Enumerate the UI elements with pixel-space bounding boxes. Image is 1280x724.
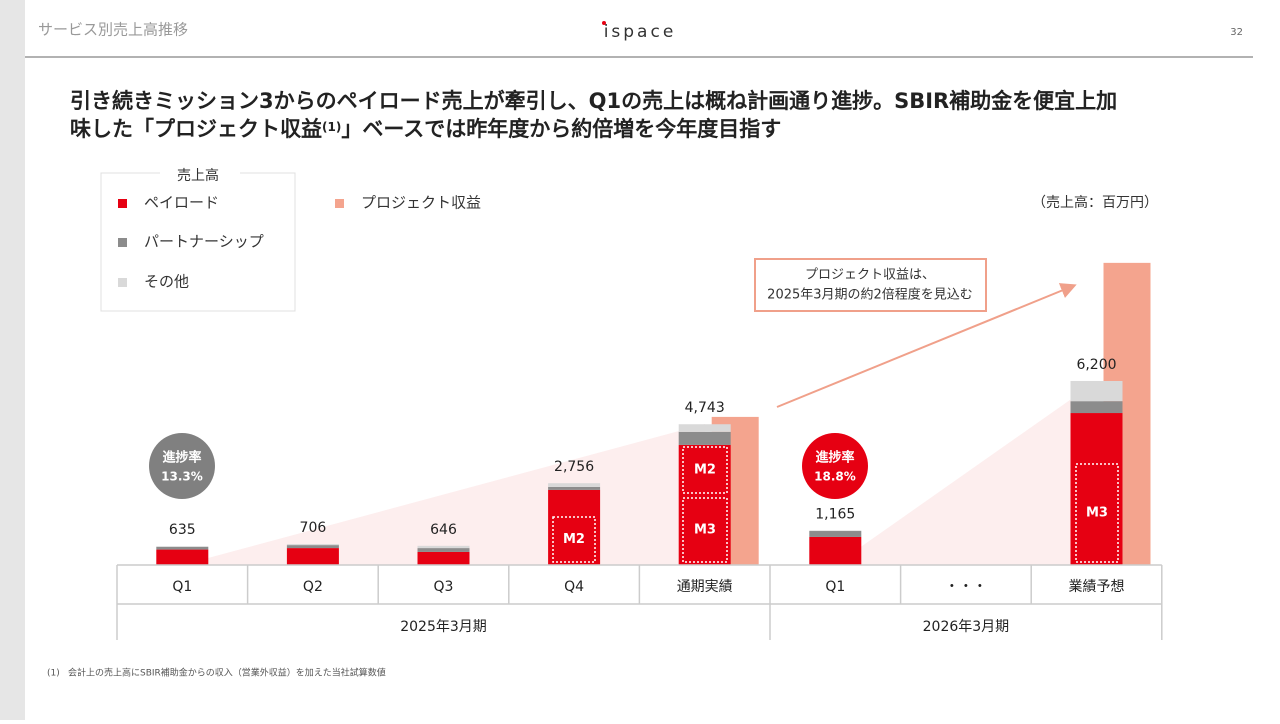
header-title: サービス別売上高推移 (38, 21, 188, 39)
legend-label: パートナーシップ (144, 233, 264, 251)
mission-label: M2 (694, 463, 716, 478)
note-mark: (1) (322, 120, 341, 134)
callout-text: プロジェクト収益は、 (805, 268, 935, 283)
legend-swatch (118, 238, 127, 247)
progress-title: 進捗率 (162, 450, 201, 466)
footnote-mark: (1) (47, 669, 60, 679)
bar-segment (548, 483, 601, 487)
page-number: 32 (1230, 27, 1243, 38)
x-tick-label: Q1 (172, 579, 192, 595)
bar-segment (156, 546, 209, 550)
headline: 味した「プロジェクト収益(1)」ベースでは昨年度から約倍増を今年度目指す (70, 117, 781, 141)
growth-arrow (776, 283, 1077, 408)
total-label: 1,165 (815, 506, 855, 522)
bar-segment (678, 444, 731, 565)
progress-value: 18.8% (814, 470, 856, 484)
bar-segment (548, 489, 601, 565)
progress-title: 進捗率 (815, 450, 854, 466)
logo: ispace (604, 22, 677, 42)
progress-bubble (802, 433, 868, 499)
legend-title-bg (160, 166, 240, 182)
headline-part: 味した「プロジェクト収益 (70, 117, 322, 141)
x-tick-label: Q4 (564, 579, 584, 595)
mission-box (552, 516, 596, 563)
mission-box (682, 446, 728, 494)
total-label: 635 (169, 522, 196, 538)
progress-bubble (149, 433, 215, 499)
bar-segment (809, 530, 862, 532)
bar-segment (417, 551, 470, 565)
x-tick-label: Q2 (303, 579, 323, 595)
bar-segment (156, 549, 209, 565)
legend-label: その他 (144, 273, 189, 291)
bar-segment (417, 545, 470, 549)
x-tick-label: Q1 (825, 579, 845, 595)
headline-part: 」ベースでは昨年度から約倍増を今年度目指す (341, 117, 781, 141)
callout-text: 2025年3月期の約2倍程度を見込む (767, 287, 973, 303)
bar-segment (548, 486, 601, 490)
mission-box (1075, 463, 1119, 563)
mission-label: M3 (1086, 506, 1108, 521)
x-tick-label: 通期実績 (677, 579, 733, 595)
total-label: 6,200 (1076, 357, 1116, 373)
total-label: 2,756 (554, 459, 594, 475)
legend-swatch (118, 278, 127, 287)
bar-segment (286, 548, 339, 565)
mission-label: M3 (694, 523, 716, 538)
headline: 引き続きミッション3からのペイロード売上が牽引し、Q1の売上は概ね計画通り進捗。… (70, 89, 1117, 113)
mission-label: M2 (563, 532, 585, 547)
bar-segment (1070, 380, 1123, 402)
bar-segment (1070, 413, 1123, 565)
total-label: 646 (430, 522, 457, 538)
side-strip (0, 0, 25, 720)
group-label: 2025年3月期 (400, 619, 487, 635)
total-label: 4,743 (685, 400, 725, 416)
logo-dot (602, 21, 606, 25)
bar-segment (156, 546, 209, 547)
bar-segment (678, 424, 731, 432)
unit-note: （売上高：百万円） (1032, 194, 1158, 211)
x-tick-label: 業績予想 (1069, 579, 1125, 595)
progress-value: 13.3% (161, 470, 203, 484)
x-tick-label: ・・・ (945, 579, 987, 595)
bar-segment (678, 431, 731, 445)
bar-segment (417, 548, 470, 552)
trend-shade (182, 424, 705, 565)
bar-segment (809, 531, 862, 537)
footnote: 会計上の売上高にSBIR補助金からの収入（営業外収益）を加えた当社試算数値 (68, 667, 386, 679)
callout-box (754, 258, 987, 312)
bar-segment (1070, 401, 1123, 414)
legend-swatch (335, 199, 344, 208)
group-label: 2026年3月期 (923, 619, 1010, 635)
total-label: 706 (300, 520, 327, 536)
legend-label: ペイロード (144, 194, 219, 212)
legend-swatch (118, 199, 127, 208)
trend-shade (835, 381, 1097, 565)
bar-segment (809, 536, 862, 565)
bar-segment (286, 545, 339, 549)
mission-box (682, 497, 728, 563)
legend-label: プロジェクト収益 (361, 194, 481, 212)
bar-segment (286, 544, 339, 546)
legend-title: 売上高 (177, 167, 219, 184)
x-tick-label: Q3 (434, 579, 454, 595)
